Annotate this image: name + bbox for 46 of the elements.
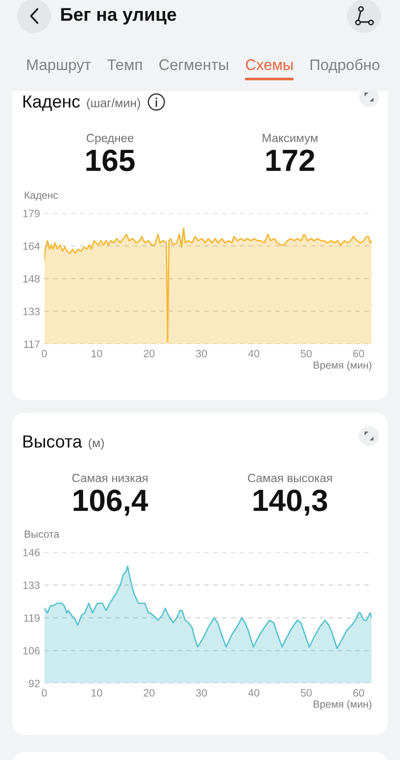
x-tick-label: 20	[144, 350, 155, 358]
x-tick-label: 30	[196, 350, 207, 358]
text: 106,4	[74, 490, 148, 516]
text: 172	[266, 150, 314, 171]
x-tick-label: 40	[248, 350, 260, 358]
y-tick-label: 146	[23, 548, 40, 556]
y-tick-label: 148	[23, 275, 40, 283]
category-label: Темп	[107, 59, 142, 70]
y-tick-label: 117	[24, 340, 40, 348]
y-tick-label: 133	[23, 308, 40, 316]
x-axis-title: Время (мин)	[314, 361, 372, 371]
text: Бег на улице	[61, 8, 176, 25]
category-label: Сегменты	[159, 59, 228, 70]
x-tick-label: 30	[196, 689, 207, 697]
x-tick-label: 60	[353, 689, 364, 697]
x-tick-label: 0	[42, 350, 47, 358]
y-axis-title: Высота	[24, 530, 60, 538]
category-label: Маршрут	[27, 59, 91, 74]
x-tick-label: 20	[144, 689, 155, 697]
text: Самая высокая	[248, 474, 332, 482]
category-label: Схемы	[246, 59, 293, 70]
x-tick-label: 10	[92, 689, 102, 697]
y-tick-label: 106	[23, 647, 40, 654]
x-axis-title: Время (мин)	[314, 700, 372, 710]
chart-subtitle: (м)	[88, 438, 104, 450]
y-tick-label: 164	[23, 242, 40, 250]
y-axis-title: Каденс	[24, 192, 58, 201]
text: Среднее	[86, 134, 134, 144]
x-tick-label: 0	[42, 689, 47, 697]
text: Самая низкая	[72, 474, 148, 482]
x-tick-label: 40	[248, 689, 260, 697]
category-label: Подробно	[310, 58, 380, 74]
y-tick-label: 119	[24, 614, 40, 622]
x-tick-label: 50	[300, 350, 312, 358]
y-tick-label: 92	[28, 680, 40, 688]
chart-title: Высота	[23, 435, 82, 448]
x-tick-label: 60	[353, 350, 364, 358]
y-tick-label: 133	[23, 582, 40, 589]
x-tick-label: 10	[92, 350, 102, 358]
text: 165	[86, 150, 135, 172]
text: Максимум	[262, 134, 318, 144]
chart-subtitle: (шаг/мин)	[87, 98, 140, 110]
text: 140,3	[254, 490, 328, 516]
y-tick-label: 179	[23, 210, 40, 218]
x-tick-label: 50	[300, 689, 312, 697]
chart-title: Каденс	[23, 95, 80, 112]
